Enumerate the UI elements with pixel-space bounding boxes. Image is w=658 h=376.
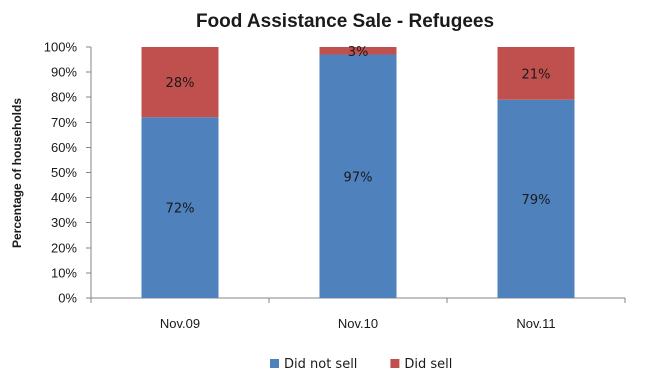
x-tick-label: Nov.11 [516,316,555,331]
y-tick-label: 80% [51,90,77,105]
data-label: 72% [166,202,195,217]
y-tick-label: 60% [51,140,77,155]
y-tick-label: 100% [44,40,78,55]
x-axis: Nov.09 Nov.10 Nov.11 [90,297,626,331]
y-tick-label: 70% [51,115,77,130]
data-labels: 72% 28% 97% 3% 79% 21% [166,45,551,217]
y-tick-label: 90% [51,65,77,80]
legend: Did not sell Did sell [270,357,452,372]
y-tick-label: 50% [51,165,77,180]
legend-swatch [270,359,279,368]
data-label: 28% [166,76,195,91]
bar-did-not-sell [497,99,575,299]
y-tick-label: 0% [58,291,77,306]
data-label: 97% [344,170,373,185]
data-label: 21% [522,67,551,82]
x-tick-label: Nov.10 [338,316,378,331]
bar-did-not-sell [141,117,219,298]
bar-did-not-sell [319,54,397,298]
y-tick-label: 20% [51,240,77,255]
y-tick-label: 30% [51,215,77,230]
y-tick-label: 10% [51,265,77,280]
y-tick-label: 40% [51,190,77,205]
bar-did-sell [497,47,575,100]
data-label: 3% [348,45,369,60]
x-tick-label: Nov.09 [160,316,200,331]
y-axis-label: Percentage of households [10,98,24,248]
bar-did-sell [319,47,397,55]
legend-label: Did not sell [284,357,357,372]
data-label: 79% [522,193,551,208]
legend-label: Did sell [404,357,452,372]
bar-did-sell [141,47,219,118]
y-axis: 0% 10% 20% 30% 40% 50% 60% 70% 80% 90% 100% [44,40,92,306]
chart-title: Food Assistance Sale - Refugees [196,11,494,32]
legend-swatch [390,359,400,368]
bars [141,47,575,299]
